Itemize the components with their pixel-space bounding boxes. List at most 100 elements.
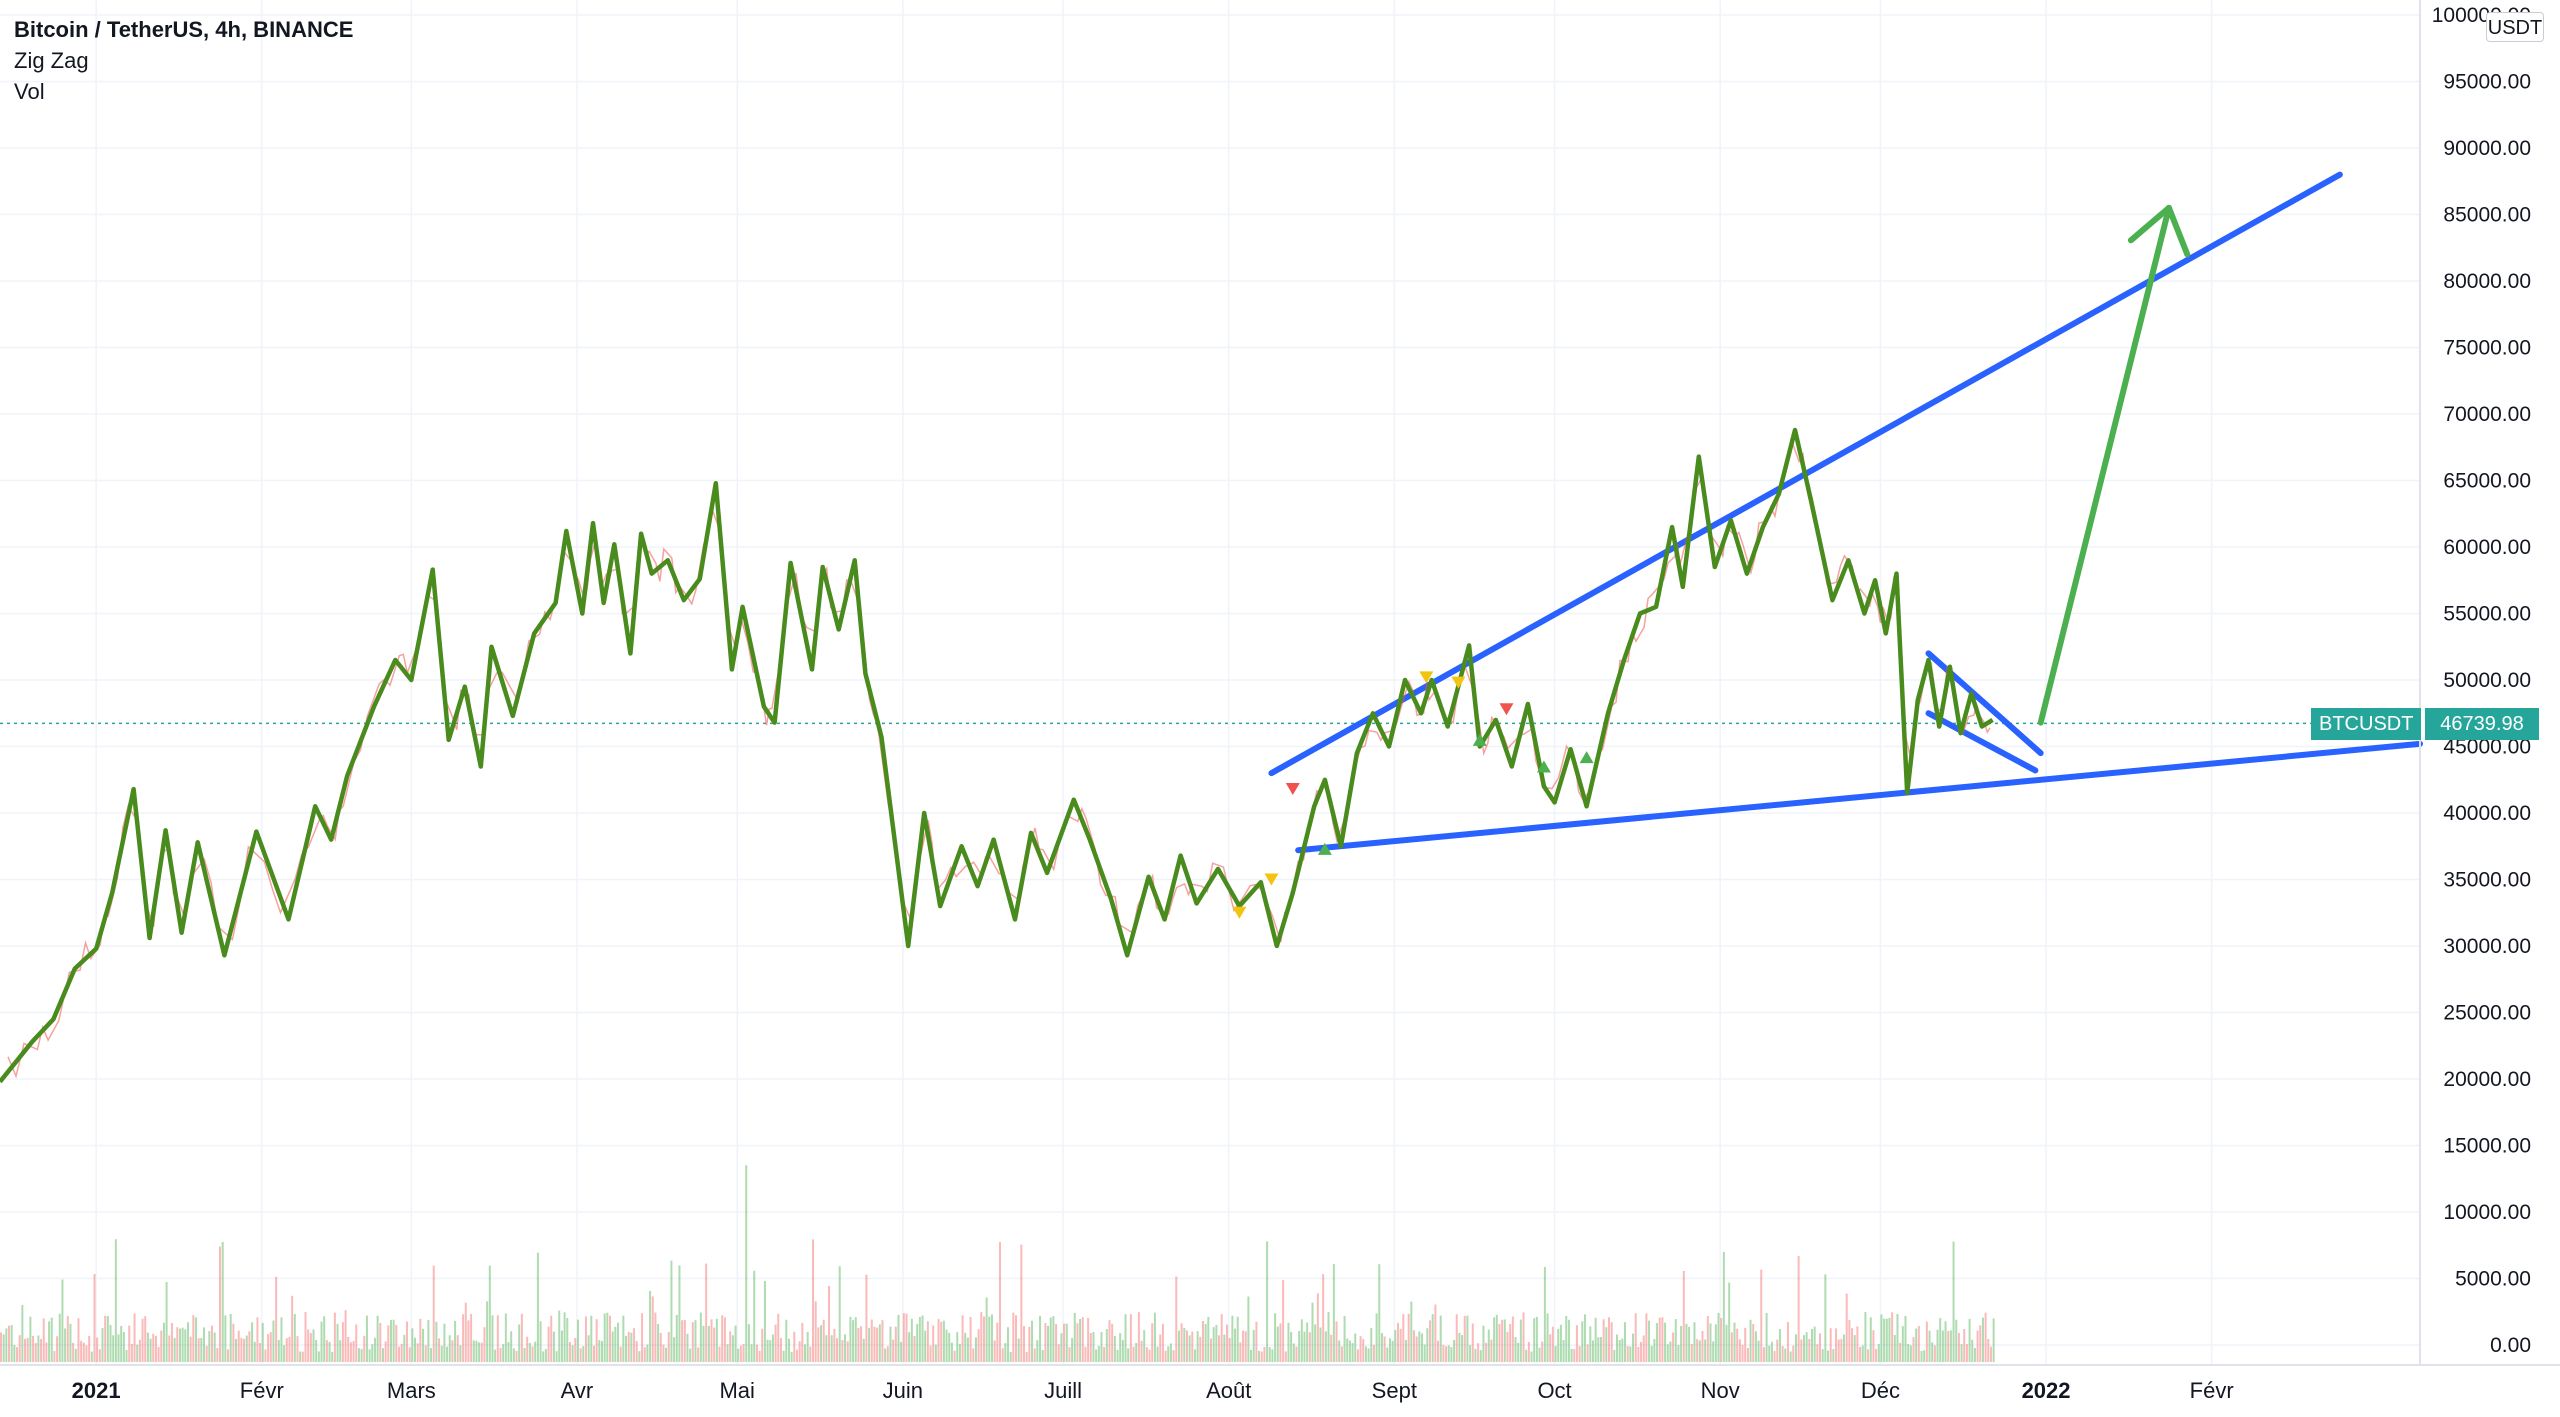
up-triangle-marker xyxy=(1472,733,1487,746)
volume-bar xyxy=(1720,1317,1723,1362)
volume-bar xyxy=(1749,1319,1752,1362)
volume-bar xyxy=(1308,1332,1311,1362)
volume-bar xyxy=(1810,1329,1813,1362)
volume-bar xyxy=(1396,1322,1399,1362)
volume-bar xyxy=(710,1319,713,1362)
volume-bar xyxy=(1314,1324,1317,1362)
volume-bar xyxy=(1386,1347,1389,1362)
volume-bar xyxy=(673,1337,676,1362)
volume-bar xyxy=(1549,1334,1552,1362)
volume-bar xyxy=(913,1336,916,1362)
volume-bar xyxy=(1298,1330,1301,1362)
volume-bar xyxy=(1626,1345,1629,1362)
volume-bar xyxy=(1947,1330,1950,1362)
volume-bar xyxy=(731,1335,734,1362)
volume-bar xyxy=(582,1346,585,1362)
volume-bar xyxy=(884,1348,887,1362)
y-tick-label: 25000.00 xyxy=(2443,1002,2531,1025)
volume-bar xyxy=(998,1242,1001,1362)
volume-bar xyxy=(1861,1345,1864,1362)
volume-bar xyxy=(1250,1349,1253,1362)
volume-bar xyxy=(1688,1326,1691,1362)
volume-bar xyxy=(662,1344,665,1362)
volume-bar xyxy=(1113,1335,1116,1362)
volume-bar xyxy=(296,1336,299,1362)
volume-bar xyxy=(1923,1350,1926,1362)
volume-bar xyxy=(900,1341,903,1362)
volume-bar xyxy=(873,1326,876,1362)
volume-bar xyxy=(1223,1334,1226,1362)
volume-bar xyxy=(820,1325,823,1362)
volume-bar xyxy=(90,1351,93,1362)
volume-bar xyxy=(502,1344,505,1362)
volume-bar xyxy=(1207,1316,1210,1362)
volume-bar xyxy=(1880,1314,1883,1362)
volume-bar xyxy=(598,1340,601,1362)
zigzag-indicator-label[interactable]: Zig Zag xyxy=(14,48,89,73)
volume-bar xyxy=(16,1347,19,1362)
volume-bar xyxy=(368,1349,371,1362)
projection-arrow-shaft[interactable] xyxy=(2037,204,2172,726)
volume-bar xyxy=(475,1340,478,1362)
volume-bar xyxy=(1129,1314,1132,1362)
volume-bar xyxy=(1044,1323,1047,1362)
symbol-title[interactable]: Bitcoin / TetherUS, 4h, BINANCE xyxy=(14,17,354,42)
volume-bar xyxy=(1402,1314,1405,1362)
volume-bar xyxy=(910,1318,913,1362)
volume-bar xyxy=(1244,1331,1247,1362)
volume-bar xyxy=(1845,1293,1848,1362)
volume-bar xyxy=(1559,1324,1562,1362)
volume-bar xyxy=(1103,1347,1106,1362)
volume-bar xyxy=(558,1310,561,1362)
volume-bar xyxy=(531,1346,534,1362)
volume-bar xyxy=(603,1313,606,1362)
volume-bar xyxy=(705,1263,708,1362)
volume-bar xyxy=(617,1322,620,1362)
volume-bar xyxy=(806,1331,809,1362)
price-scale[interactable]: 0.00 5000.00 10000.00 15000.00 20000.00 25000… xyxy=(2432,4,2531,1357)
volume-bar xyxy=(1370,1328,1373,1362)
volume-bar xyxy=(1151,1323,1154,1362)
up-triangle-marker xyxy=(1536,760,1551,773)
volume-bar xyxy=(1145,1347,1148,1362)
volume-bar xyxy=(1226,1324,1229,1362)
volume-bar xyxy=(1642,1335,1645,1362)
volume-bar xyxy=(1567,1319,1570,1362)
volume-bar xyxy=(1332,1263,1335,1362)
projection-arrow[interactable] xyxy=(2037,204,2191,726)
trendlines[interactable] xyxy=(1268,171,2423,854)
volume-bar xyxy=(1218,1335,1221,1362)
volume-bar xyxy=(397,1346,400,1362)
time-scale[interactable]: 2021 Févr Mars Avr Mai Juin Juill Août Sept Oct No… xyxy=(72,1378,2234,1403)
volume-bar xyxy=(1295,1346,1298,1362)
volume-indicator-label[interactable]: Vol xyxy=(14,79,45,104)
volume-bar xyxy=(1939,1318,1942,1362)
x-tick-label: Févr xyxy=(2190,1378,2234,1403)
volume-bar xyxy=(61,1279,64,1362)
volume-bar xyxy=(1394,1330,1397,1362)
volume-bar xyxy=(122,1331,125,1362)
volume-bar xyxy=(1319,1327,1322,1362)
currency-button[interactable]: USDT xyxy=(2486,12,2544,42)
volume-bar xyxy=(924,1330,927,1362)
volume-bar xyxy=(902,1313,905,1362)
volume-bar xyxy=(1893,1335,1896,1362)
volume-bar xyxy=(1140,1340,1143,1362)
trendline[interactable] xyxy=(1925,710,2039,774)
volume-bar xyxy=(889,1326,892,1362)
volume-bar xyxy=(1161,1323,1164,1362)
x-tick-label: Juill xyxy=(1044,1378,1082,1403)
projection-arrow-head[interactable] xyxy=(2165,204,2191,258)
volume-bar xyxy=(723,1317,726,1362)
volume-bar xyxy=(1605,1327,1608,1362)
trendline[interactable] xyxy=(1295,740,2423,854)
volume-bar xyxy=(85,1345,88,1362)
volume-bar xyxy=(237,1330,240,1362)
volume-bar xyxy=(1637,1347,1640,1362)
volume-bar xyxy=(1805,1332,1808,1362)
volume-bar xyxy=(1832,1349,1835,1362)
projection-arrow-head[interactable] xyxy=(2127,204,2172,244)
volume-bar xyxy=(1685,1323,1688,1362)
volume-bar xyxy=(852,1320,855,1362)
